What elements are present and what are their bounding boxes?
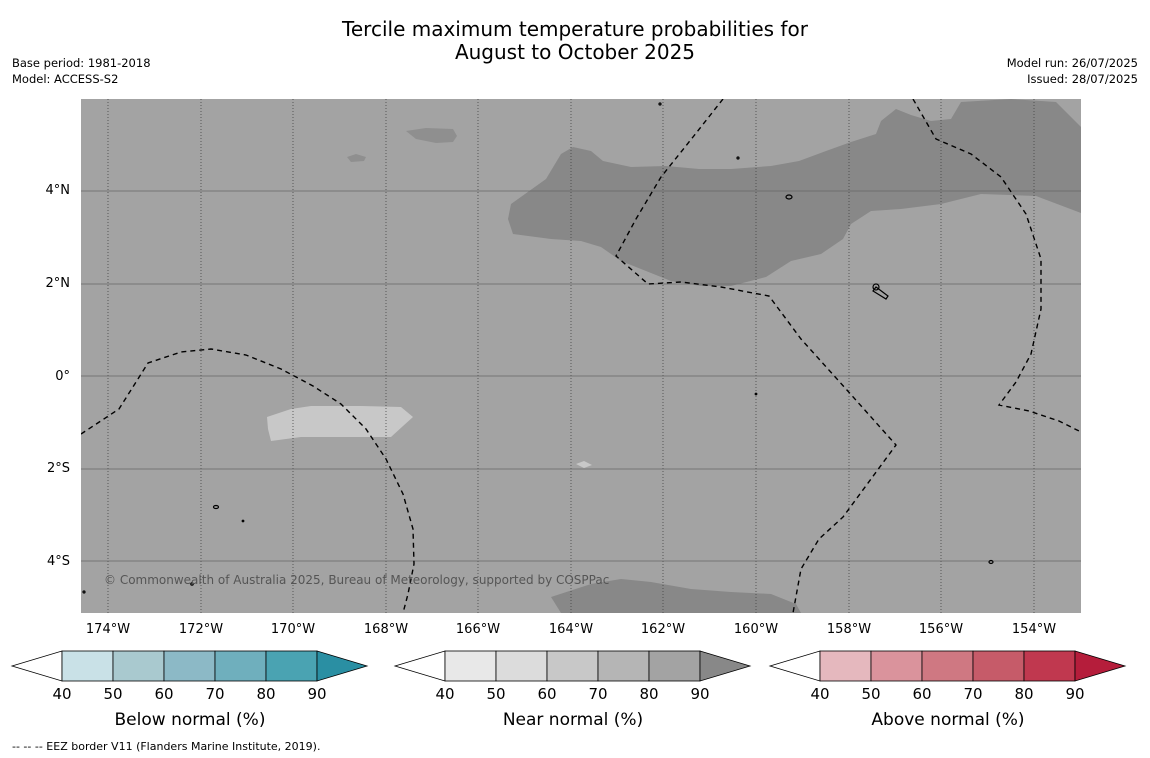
colorbar-near-segment xyxy=(597,650,650,682)
colorbar-near-over xyxy=(699,650,752,682)
colorbar-above xyxy=(768,650,1127,682)
colorbar-below-segment xyxy=(163,650,216,682)
colorbar-above-tick: 70 xyxy=(963,685,983,703)
lon-label-170w: 170°W xyxy=(270,622,316,637)
latitude-gridlines xyxy=(81,190,1081,562)
near-90-region-north xyxy=(508,99,1081,286)
colorbar-below-tick: 70 xyxy=(205,685,225,703)
colorbar-above-tick: 80 xyxy=(1014,685,1034,703)
lon-label-160w: 160°W xyxy=(733,622,779,637)
colorbar-near-tick: 70 xyxy=(588,685,608,703)
colorbar-near-segment xyxy=(495,650,548,682)
colorbar-above-segment xyxy=(1023,650,1076,682)
colorbar-below-tick: 80 xyxy=(256,685,276,703)
colorbar-below-tick: 60 xyxy=(154,685,174,703)
eez-footnote: -- -- -- EEZ border V11 (Flanders Marine… xyxy=(12,740,321,753)
lat-label-2n: 2°N xyxy=(45,276,71,291)
lon-label-156w: 156°W xyxy=(918,622,964,637)
colorbar-below-under xyxy=(10,650,63,682)
near-80-patch-small-1 xyxy=(406,128,457,143)
colorbar-above-tick: 50 xyxy=(861,685,881,703)
colorbar-below xyxy=(10,650,369,682)
lon-label-172w: 172°W xyxy=(178,622,224,637)
colorbar-label-above: Above normal (%) xyxy=(871,710,1025,730)
colorbar-below-segment xyxy=(112,650,165,682)
colorbar-above-segment xyxy=(870,650,923,682)
lon-label-158w: 158°W xyxy=(826,622,872,637)
colorbar-below-segment xyxy=(61,650,114,682)
lon-label-164w: 164°W xyxy=(548,622,594,637)
model-name: Model: ACCESS-S2 xyxy=(12,72,119,86)
lon-label-162w: 162°W xyxy=(640,622,686,637)
colorbar-near-under xyxy=(393,650,446,682)
colorbar-below-tick: 50 xyxy=(103,685,123,703)
lon-label-174w: 174°W xyxy=(85,622,131,637)
near-80-patch-small-2 xyxy=(347,154,366,162)
colorbar-above-over xyxy=(1074,650,1127,682)
colorbar-near xyxy=(393,650,752,682)
near-90-region-south xyxy=(551,579,801,613)
model-run: Model run: 26/07/2025 xyxy=(1006,56,1138,70)
lon-label-154w: 154°W xyxy=(1011,622,1057,637)
probability-map: © Commonwealth of Australia 2025, Bureau… xyxy=(81,99,1081,613)
colorbar-above-segment xyxy=(921,650,974,682)
colorbar-above-tick: 90 xyxy=(1065,685,1085,703)
title-line-1: Tercile maximum temperature probabilitie… xyxy=(342,17,808,41)
title-line-2: August to October 2025 xyxy=(454,40,696,64)
islands xyxy=(82,102,994,594)
lon-label-166w: 166°W xyxy=(455,622,501,637)
lat-label-0: 0° xyxy=(55,369,70,384)
meta-left: Base period: 1981-2018 Model: ACCESS-S2 xyxy=(12,55,151,87)
copyright-text: © Commonwealth of Australia 2025, Bureau… xyxy=(104,573,609,587)
colorbar-near-segment xyxy=(444,650,497,682)
colorbar-above-segment xyxy=(819,650,872,682)
colorbar-below-tick: 90 xyxy=(307,685,327,703)
colorbar-near-tick: 50 xyxy=(486,685,506,703)
colorbar-below-segment xyxy=(265,650,318,682)
lat-label-2s: 2°S xyxy=(46,461,70,476)
eez-borders xyxy=(81,99,1081,613)
colorbar-above-under xyxy=(768,650,821,682)
lat-label-4s: 4°S xyxy=(46,554,70,569)
colorbar-label-near: Near normal (%) xyxy=(502,710,644,730)
colorbars xyxy=(10,650,1127,682)
issued-date: Issued: 28/07/2025 xyxy=(1027,72,1138,86)
colorbar-below-over xyxy=(316,650,369,682)
near-60-patch-small xyxy=(576,461,592,468)
colorbar-near-tick: 80 xyxy=(639,685,659,703)
colorbar-below-segment xyxy=(214,650,267,682)
colorbar-near-tick: 90 xyxy=(690,685,710,703)
colorbar-near-tick: 60 xyxy=(537,685,557,703)
colorbar-above-tick: 60 xyxy=(912,685,932,703)
near-60-region xyxy=(267,406,413,441)
lon-label-168w: 168°W xyxy=(363,622,409,637)
lat-label-4n: 4°N xyxy=(45,183,71,198)
colorbar-near-tick: 40 xyxy=(435,685,455,703)
colorbar-below-tick: 40 xyxy=(52,685,72,703)
colorbar-above-tick: 40 xyxy=(810,685,830,703)
meta-right: Model run: 26/07/2025 Issued: 28/07/2025 xyxy=(1007,55,1138,87)
colorbar-above-segment xyxy=(972,650,1025,682)
colorbar-label-below: Below normal (%) xyxy=(114,710,266,730)
map-title: Tercile maximum temperature probabilitie… xyxy=(0,18,1150,64)
colorbar-near-segment xyxy=(648,650,701,682)
colorbar-near-segment xyxy=(546,650,599,682)
base-period: Base period: 1981-2018 xyxy=(12,56,151,70)
